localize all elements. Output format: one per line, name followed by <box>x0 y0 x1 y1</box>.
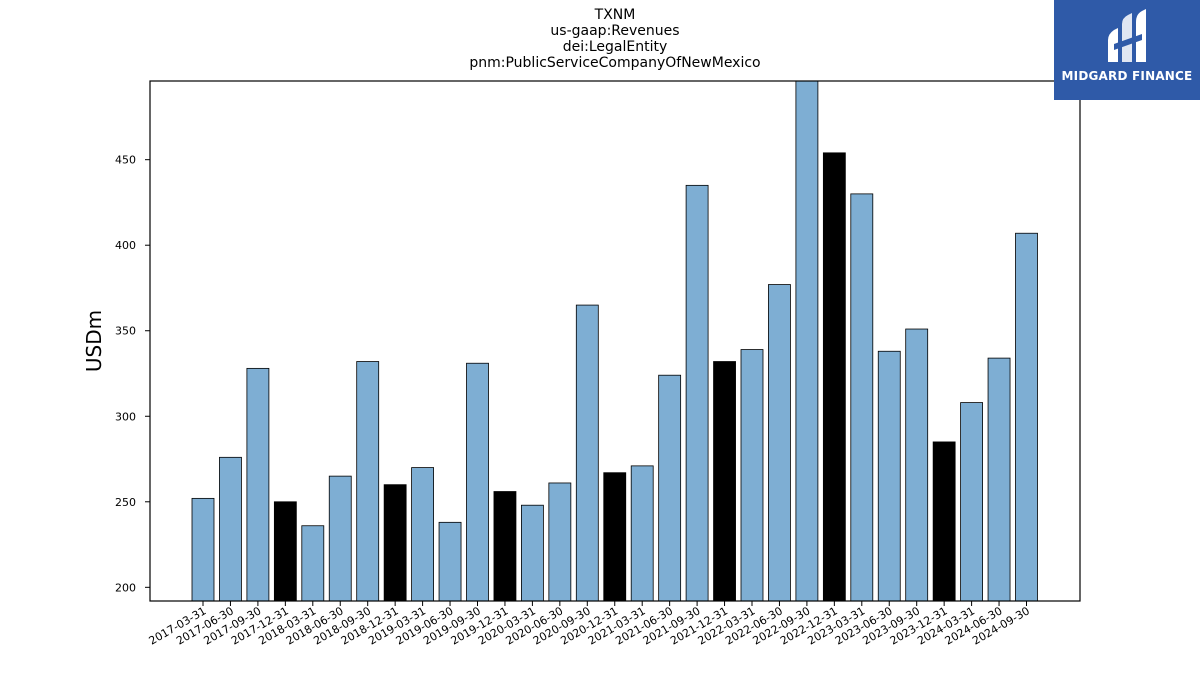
y-tick-label-200: 200 <box>115 581 136 594</box>
bar-2018-12-31 <box>384 485 406 601</box>
bar-2019-06-30 <box>439 522 461 601</box>
bar-2024-06-30 <box>988 358 1010 601</box>
bar-2023-12-31 <box>933 442 955 601</box>
y-axis-label: USDm <box>82 310 106 372</box>
y-tick-label-300: 300 <box>115 410 136 423</box>
bar-2017-09-30 <box>247 368 269 601</box>
bar-2019-12-31 <box>494 492 516 601</box>
bar-2020-03-31 <box>521 505 543 601</box>
bar-2023-09-30 <box>906 329 928 601</box>
bar-2021-06-30 <box>659 375 681 601</box>
bar-2023-06-30 <box>878 351 900 601</box>
bar-2018-09-30 <box>357 362 379 601</box>
bar-2018-03-31 <box>302 526 324 601</box>
bar-2020-12-31 <box>604 473 626 601</box>
bar-2022-09-30 <box>796 79 818 601</box>
bar-2019-03-31 <box>412 468 434 601</box>
bar-2023-03-31 <box>851 194 873 601</box>
bar-2020-09-30 <box>576 305 598 601</box>
y-tick-label-400: 400 <box>115 239 136 252</box>
y-tick-label-350: 350 <box>115 325 136 338</box>
bar-2024-03-31 <box>961 403 983 601</box>
bar-2021-12-31 <box>714 362 736 601</box>
bar-2020-06-30 <box>549 483 571 601</box>
bar-2019-09-30 <box>467 363 489 601</box>
midgard-logo-icon <box>1054 0 1200 70</box>
y-tick-label-450: 450 <box>115 154 136 167</box>
bar-2017-06-30 <box>219 457 241 601</box>
bar-2017-12-31 <box>274 502 296 601</box>
bar-2017-03-31 <box>192 498 214 601</box>
bar-2022-06-30 <box>768 285 790 601</box>
brand-logo: MIDGARD FINANCE <box>1054 0 1200 100</box>
bar-2021-03-31 <box>631 466 653 601</box>
bar-2021-09-30 <box>686 185 708 601</box>
bar-2022-03-31 <box>741 350 763 601</box>
bar-2024-09-30 <box>1016 233 1038 601</box>
bars-group <box>192 79 1038 601</box>
y-tick-label-250: 250 <box>115 496 136 509</box>
bar-2018-06-30 <box>329 476 351 601</box>
logo-text: MIDGARD FINANCE <box>1054 69 1200 83</box>
bar-2022-12-31 <box>823 153 845 601</box>
